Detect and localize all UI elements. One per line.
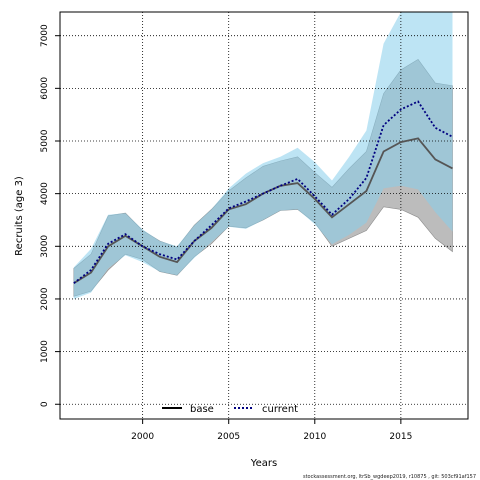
y-axis: 0 1000 2000 3000 4000 5000 6000 7000 [40,24,60,407]
x-axis: 2000 2005 2010 2015 [131,419,412,442]
footer-text: stockassessment.org, ltrSb_wgdeep2019, r… [303,474,476,480]
x-tick-label-2005: 2005 [217,432,240,442]
legend-label-base: base [190,404,214,415]
confidence-bands [73,12,453,299]
y-tick-label-0: 0 [40,401,50,407]
series-lines [73,100,453,284]
legend-label-current: current [262,404,298,415]
y-tick-label-6000: 6000 [40,77,50,100]
x-tick-label-2015: 2015 [389,432,412,442]
y-tick-label-3000: 3000 [40,235,50,258]
x-tick-label-2000: 2000 [131,432,154,442]
line-current [73,100,453,284]
plot-frame [59,11,469,420]
y-axis-title: Recruits (age 3) [14,176,25,256]
y-tick-label-7000: 7000 [40,24,50,47]
x-tick-label-2010: 2010 [303,432,326,442]
x-axis-title: Years [250,458,277,469]
band-current [73,12,453,299]
legend: base current [162,404,298,415]
y-tick-label-5000: 5000 [40,129,50,152]
y-tick-label-2000: 2000 [40,287,50,310]
y-tick-label-4000: 4000 [40,182,50,205]
y-tick-label-1000: 1000 [40,340,50,363]
